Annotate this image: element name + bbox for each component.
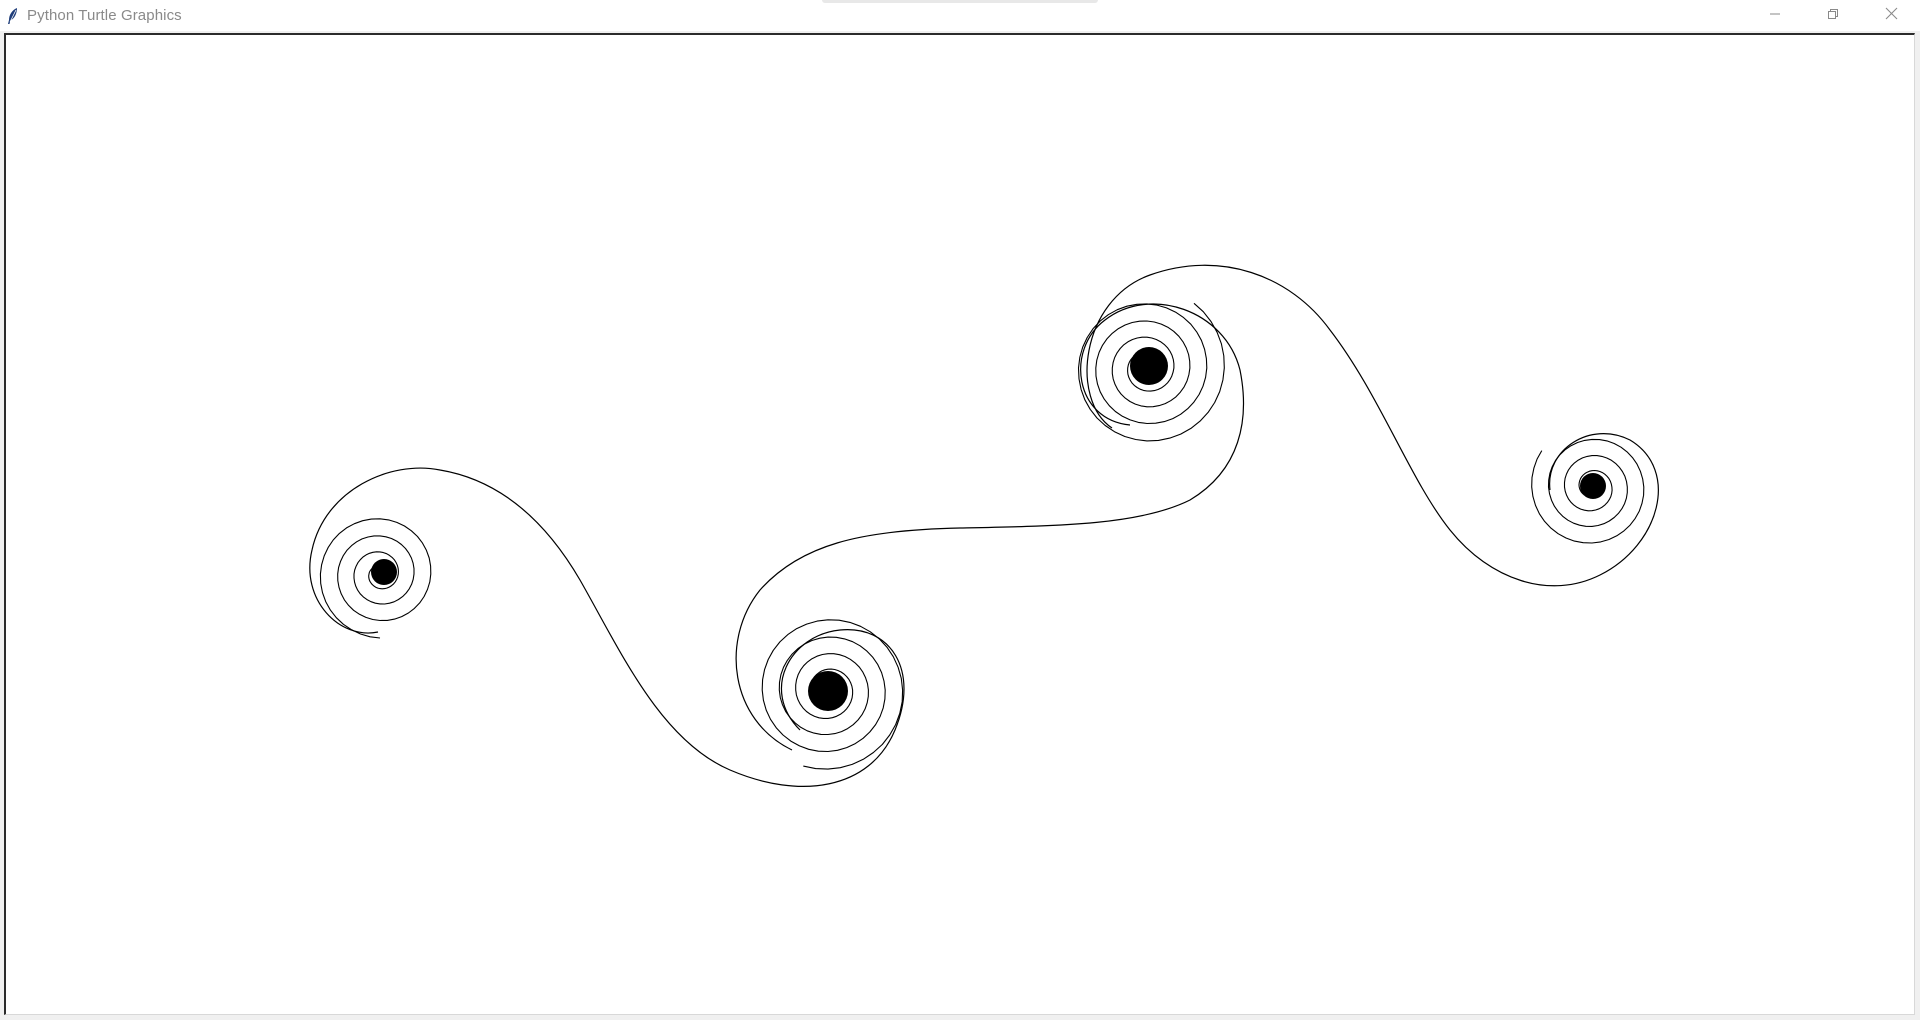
close-icon: [1885, 7, 1898, 25]
title-bar[interactable]: Python Turtle Graphics: [0, 0, 1920, 31]
restore-icon: [1827, 7, 1839, 25]
restore-button[interactable]: [1804, 0, 1862, 31]
minimize-button[interactable]: [1746, 0, 1804, 31]
close-button[interactable]: [1862, 0, 1920, 31]
snap-layout-handle: [822, 0, 1098, 3]
spiral-drawing: [309, 264, 1659, 787]
minimize-icon: [1769, 7, 1781, 25]
right-s-curve: [1086, 264, 1659, 587]
left-spiral-core: [371, 559, 397, 585]
window-controls: [1746, 0, 1920, 31]
turtle-drawing-canvas[interactable]: [6, 35, 1914, 1015]
top-middle-spiral-core: [1130, 347, 1168, 385]
bottom-middle-spiral-core: [808, 671, 848, 711]
feather-icon: [5, 6, 21, 26]
middle-connector: [735, 303, 1245, 751]
left-s-curve: [309, 467, 905, 787]
right-spiral-core: [1580, 473, 1606, 499]
turtle-canvas-frame[interactable]: [4, 33, 1915, 1015]
window-title: Python Turtle Graphics: [27, 7, 182, 24]
